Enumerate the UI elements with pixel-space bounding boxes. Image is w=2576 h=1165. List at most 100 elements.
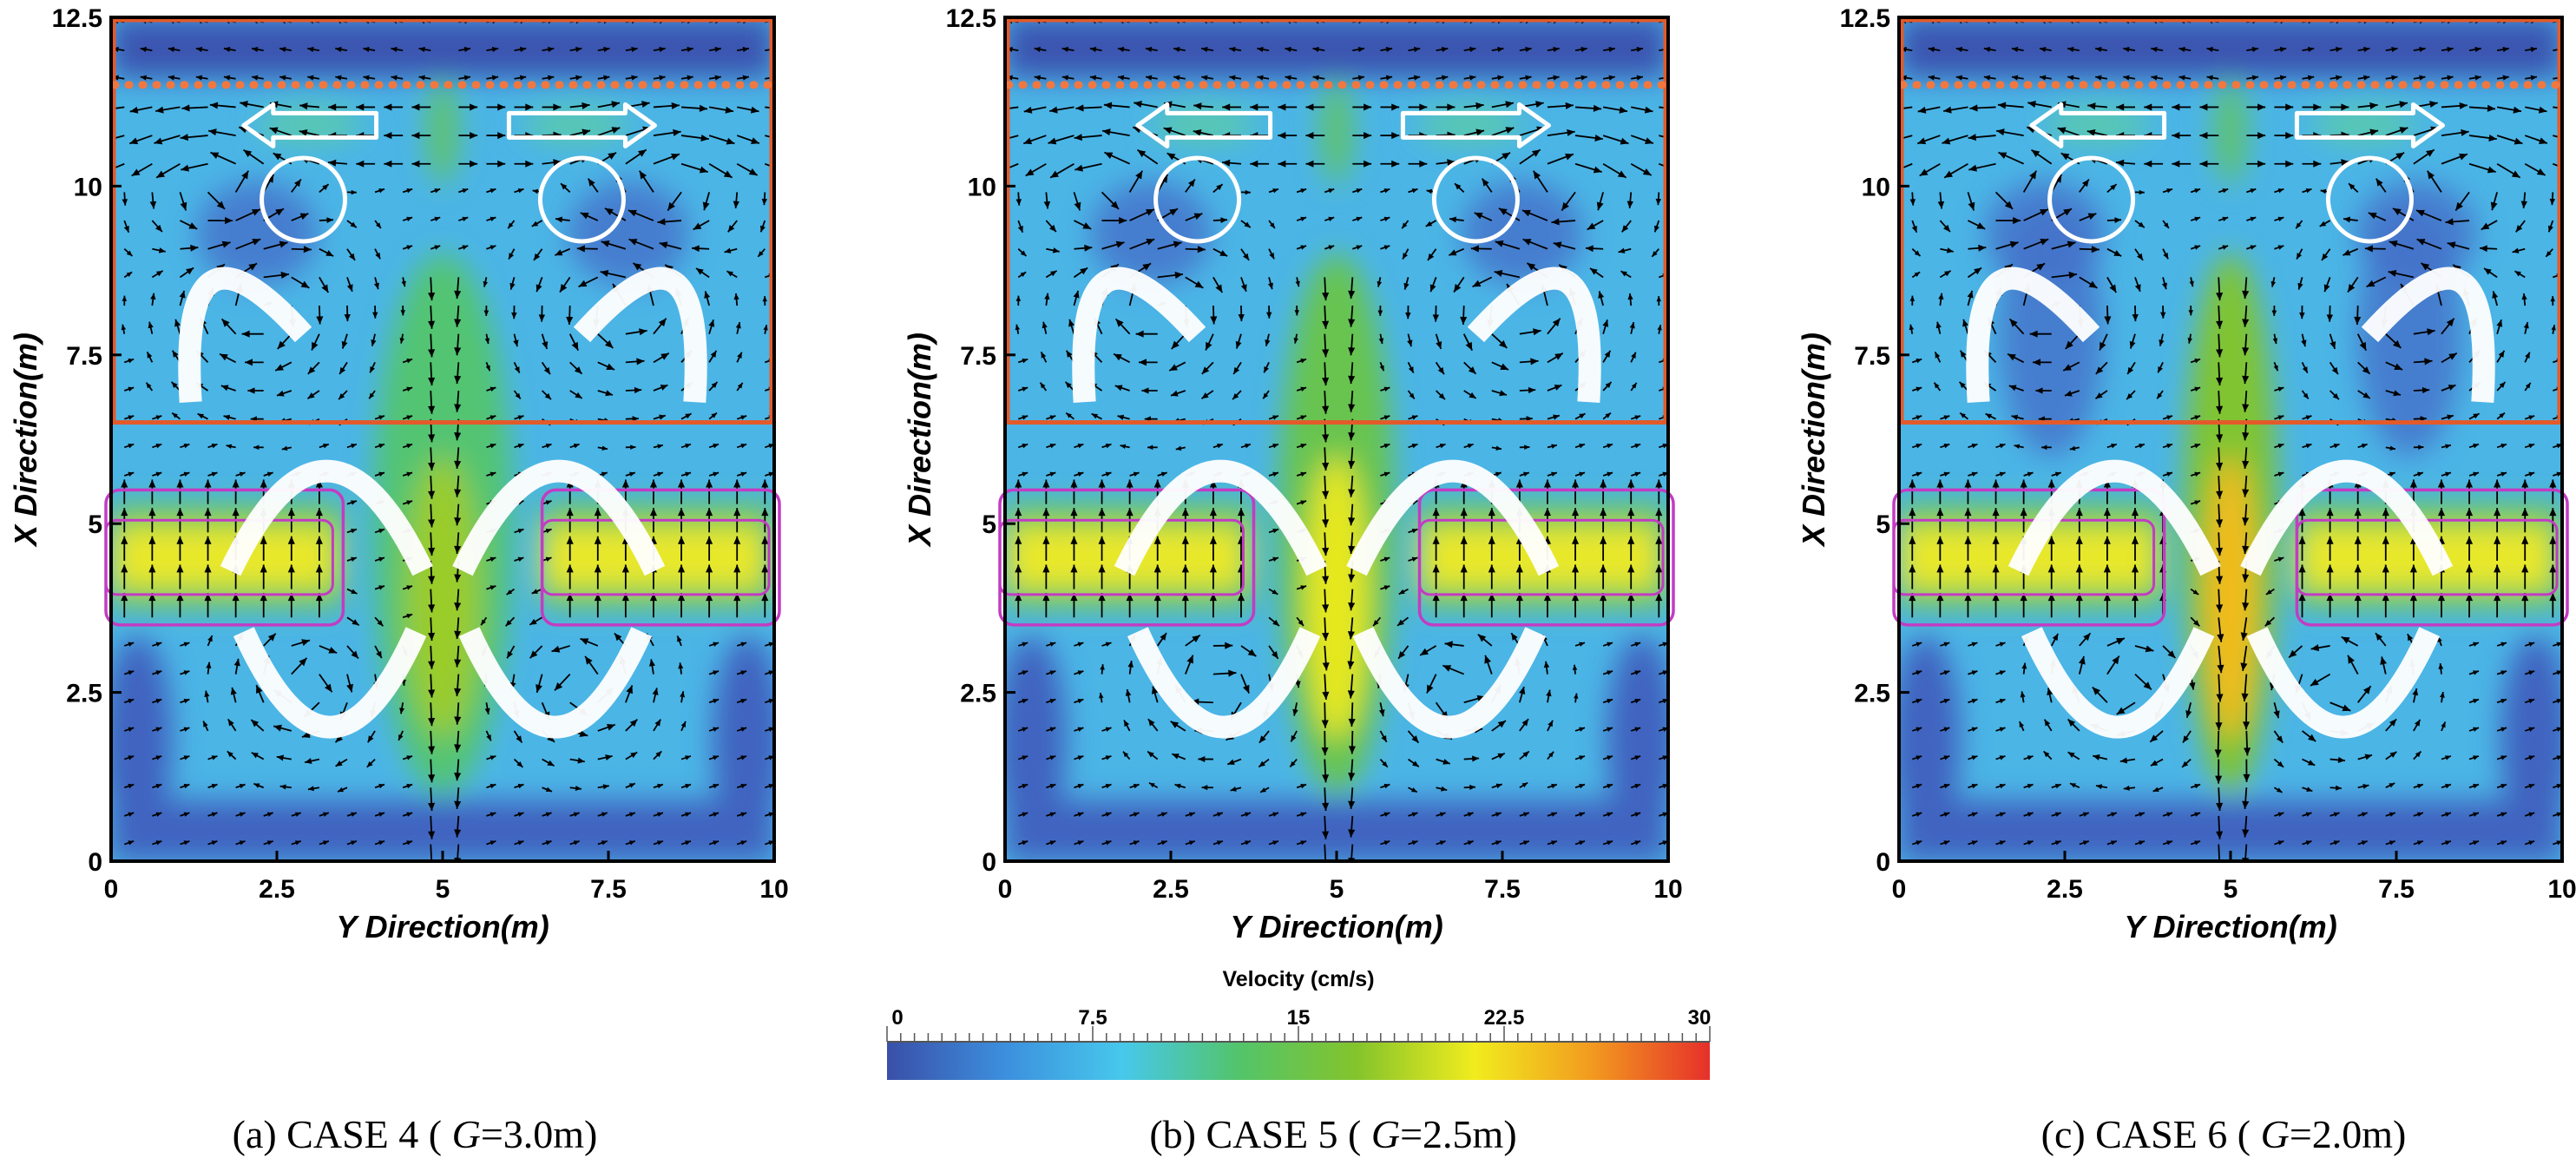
flow-curve <box>2008 459 2221 576</box>
x-tick-label: 10 <box>1653 875 1682 904</box>
y-tick-label: 10 <box>1862 173 1890 201</box>
flow-curve <box>573 267 707 404</box>
y-tick-label: 10 <box>968 173 996 201</box>
colorbar-gradient <box>887 1042 1710 1080</box>
y-tick-label: 12.5 <box>52 4 102 33</box>
flow-pattern-arrows <box>178 102 707 739</box>
x-tick-label: 0 <box>104 875 119 904</box>
y-tick-label: 2.5 <box>1854 680 1890 708</box>
flow-curve <box>1966 267 2100 404</box>
flow-arrow <box>2294 102 2445 148</box>
flow-curve <box>1114 459 1327 576</box>
flow-pattern-arrows <box>1966 102 2495 739</box>
flow-curve <box>178 267 312 404</box>
structure-inner-outline <box>1418 518 1665 596</box>
flow-curve <box>233 627 427 739</box>
panels: 0 2.5 5 7.5 10 0 2.5 5 7.5 10 12.5 Y Direction(m) X … <box>8 4 2576 1156</box>
x-axis-label: Y Direction(m) <box>2124 909 2336 945</box>
y-axis-label: X Direction(m) <box>902 332 937 548</box>
y-tick-label: 7.5 <box>1854 342 1890 371</box>
vortex-arrow <box>537 155 626 244</box>
x-tick-label: 7.5 <box>1484 875 1521 904</box>
y-tick-label: 2.5 <box>66 680 102 708</box>
x-tick-label: 5 <box>1330 875 1344 904</box>
x-tick-label: 7.5 <box>2378 875 2415 904</box>
y-tick-label: 0 <box>88 848 102 877</box>
velocity-field <box>1899 17 2562 861</box>
x-tick-label: 10 <box>2547 875 2576 904</box>
y-tick-label: 0 <box>1876 848 1890 877</box>
colorbar-tick-label: 30 <box>1688 1006 1712 1030</box>
flow-curve <box>220 459 433 576</box>
y-tick-label: 5 <box>982 510 996 539</box>
vortex-arrow <box>2325 155 2414 244</box>
flow-arrow <box>2029 102 2167 148</box>
y-tick-label: 7.5 <box>960 342 996 371</box>
flow-pattern-arrows <box>1072 102 1601 739</box>
x-tick-label: 5 <box>436 875 450 904</box>
x-tick-label: 2.5 <box>2047 875 2083 904</box>
structure-inner-outline <box>104 518 334 596</box>
vortex-arrow <box>260 155 348 244</box>
flow-curve <box>452 459 666 576</box>
y-tick-label: 5 <box>1876 510 1890 539</box>
flow-arrow <box>241 102 379 148</box>
panel-1: 0 2.5 5 7.5 10 0 2.5 5 7.5 10 12.5 Y Direction(m) X … <box>8 4 789 1156</box>
x-tick-label: 0 <box>998 875 1013 904</box>
upper-zone-outline <box>1899 17 2562 425</box>
flow-curve <box>1127 627 1321 739</box>
velocity-vectors <box>1899 18 2562 861</box>
flow-curve <box>2021 627 2215 739</box>
y-axis-label: X Direction(m) <box>8 332 43 548</box>
structure-inner-outline <box>1892 518 2156 596</box>
y-tick-label: 7.5 <box>66 342 102 371</box>
vortex-arrow <box>2047 155 2136 244</box>
colorbar-tick-label: 15 <box>1287 1006 1311 1030</box>
panel-3: 0 2.5 5 7.5 10 0 2.5 5 7.5 10 12.5 Y Direction(m) X … <box>1796 4 2576 1156</box>
vortex-arrow <box>1153 155 1242 244</box>
panel-2: 0 2.5 5 7.5 10 0 2.5 5 7.5 10 12.5 Y Direction(m) X … <box>902 4 1683 1156</box>
x-tick-label: 5 <box>2224 875 2238 904</box>
x-tick-label: 2.5 <box>1153 875 1189 904</box>
flow-arrow <box>1135 102 1273 148</box>
structure-inner-outline <box>541 518 771 596</box>
y-tick-label: 10 <box>74 173 102 201</box>
velocity-field <box>1005 17 1668 861</box>
x-tick-label: 7.5 <box>590 875 627 904</box>
flow-curve <box>2240 459 2454 576</box>
flow-curve <box>458 627 653 739</box>
panel-caption: (c) CASE 6 ( G=2.0m) <box>2041 1112 2407 1156</box>
flow-curve <box>1467 267 1601 404</box>
flow-arrow <box>1400 102 1551 148</box>
y-tick-label: 12.5 <box>946 4 996 33</box>
flow-curve <box>2361 267 2495 404</box>
colorbar-title: Velocity (cm/s) <box>1222 967 1374 991</box>
flow-curve <box>2246 627 2441 739</box>
colorbar-tick-label: 22.5 <box>1484 1006 1525 1030</box>
structure-inner-outline <box>998 518 1245 596</box>
velocity-field <box>111 17 774 861</box>
colorbar-tick-label: 7.5 <box>1078 1006 1107 1030</box>
panel-caption: (b) CASE 5 ( G=2.5m) <box>1149 1112 1516 1156</box>
flow-curve <box>1072 267 1206 404</box>
colorbar-tick-label: 0 <box>891 1006 903 1030</box>
upper-zone-outline <box>1005 17 1668 425</box>
x-axis-label: Y Direction(m) <box>1230 909 1442 945</box>
upper-zone-outline <box>111 17 774 425</box>
y-tick-label: 12.5 <box>1840 4 1890 33</box>
y-tick-label: 0 <box>982 848 996 877</box>
x-tick-label: 10 <box>759 875 788 904</box>
y-tick-label: 5 <box>88 510 102 539</box>
x-tick-label: 0 <box>1892 875 1907 904</box>
flow-curve <box>1346 459 1560 576</box>
velocity-colorbar: Velocity (cm/s) 0 7.5 15 22.5 30 <box>886 967 1712 1080</box>
flow-curve <box>1352 627 1547 739</box>
panel-caption: (a) CASE 4 ( G=3.0m) <box>233 1112 598 1156</box>
vortex-arrow <box>1431 155 1520 244</box>
flow-arrow <box>506 102 657 148</box>
y-tick-label: 2.5 <box>960 680 996 708</box>
x-tick-label: 2.5 <box>259 875 295 904</box>
y-axis-label: X Direction(m) <box>1796 332 1831 548</box>
x-axis-label: Y Direction(m) <box>336 909 549 945</box>
